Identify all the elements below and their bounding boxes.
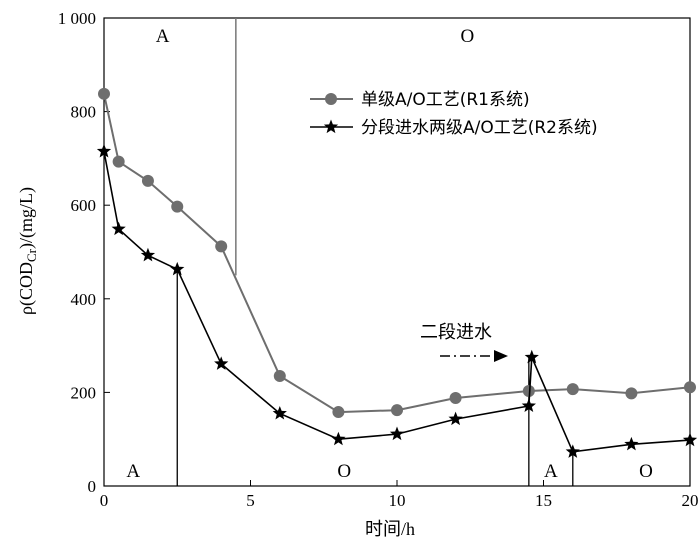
data-point bbox=[98, 87, 110, 100]
phase-label-bottom: A bbox=[126, 461, 140, 482]
data-point bbox=[215, 240, 228, 253]
data-point bbox=[170, 261, 185, 276]
data-point bbox=[682, 432, 698, 447]
y-axis-title-tail: )/(mg/L) bbox=[16, 187, 37, 249]
x-tick-label: 0 bbox=[100, 491, 109, 510]
y-tick-label: 400 bbox=[71, 290, 97, 309]
data-point bbox=[214, 356, 229, 370]
series-line-2 bbox=[103, 151, 691, 453]
legend-r2-label: 分段进水两级A/O工艺(R2系统) bbox=[361, 118, 598, 138]
data-point bbox=[624, 436, 639, 451]
legend-r1-label: 单级A/O工艺(R1系统) bbox=[361, 90, 530, 110]
data-point bbox=[171, 200, 184, 213]
x-axis-title: 时间/h bbox=[365, 519, 415, 539]
data-point bbox=[331, 431, 346, 446]
legend-r1-marker bbox=[325, 93, 337, 105]
y-tick-label: 0 bbox=[88, 477, 97, 496]
data-point bbox=[565, 444, 580, 458]
data-point bbox=[524, 349, 539, 364]
data-point bbox=[111, 221, 126, 236]
data-point bbox=[332, 406, 345, 419]
data-point bbox=[391, 404, 403, 417]
y-tick-label: 200 bbox=[71, 383, 97, 402]
x-tick-label: 20 bbox=[682, 491, 699, 510]
phase-label-bottom: O bbox=[639, 461, 653, 482]
legend-r2-marker bbox=[323, 119, 339, 134]
phase-label-top: O bbox=[460, 26, 474, 47]
data-point bbox=[448, 411, 463, 426]
annotation-second-feed: 二段进水 bbox=[420, 322, 508, 362]
data-point bbox=[684, 381, 696, 394]
y-tick-label: 600 bbox=[71, 196, 97, 215]
x-tick-label: 15 bbox=[535, 491, 552, 510]
annotation-text: 二段进水 bbox=[420, 322, 492, 343]
y-axis-title: ρ(CODCr)/(mg/L) bbox=[16, 187, 39, 315]
data-point bbox=[273, 370, 286, 383]
data-point bbox=[449, 392, 462, 405]
phase-label-bottom: O bbox=[337, 461, 351, 482]
data-point bbox=[522, 384, 535, 397]
data-point bbox=[521, 398, 536, 413]
data-point bbox=[566, 383, 579, 396]
data-point bbox=[272, 405, 287, 420]
legend: 单级A/O工艺(R1系统) 分段进水两级A/O工艺(R2系统) bbox=[310, 90, 598, 138]
y-tick-label: 800 bbox=[71, 103, 97, 122]
data-point bbox=[96, 143, 112, 158]
x-tick-label: 5 bbox=[246, 491, 255, 510]
data-point bbox=[140, 247, 156, 262]
x-tick-label: 10 bbox=[389, 491, 406, 510]
y-tick-label: 1 000 bbox=[58, 9, 96, 28]
data-point bbox=[112, 155, 125, 168]
phase-label-bottom: A bbox=[544, 461, 558, 482]
data-point bbox=[389, 426, 405, 441]
phase-label-top: A bbox=[156, 26, 170, 47]
y-axis-title-sub: Cr bbox=[24, 248, 39, 262]
annotation-arrow-head bbox=[494, 350, 508, 362]
data-point bbox=[625, 387, 638, 400]
data-point bbox=[141, 174, 154, 187]
series-line-1 bbox=[103, 93, 691, 414]
y-axis-title-main: ρ(COD bbox=[16, 262, 37, 315]
